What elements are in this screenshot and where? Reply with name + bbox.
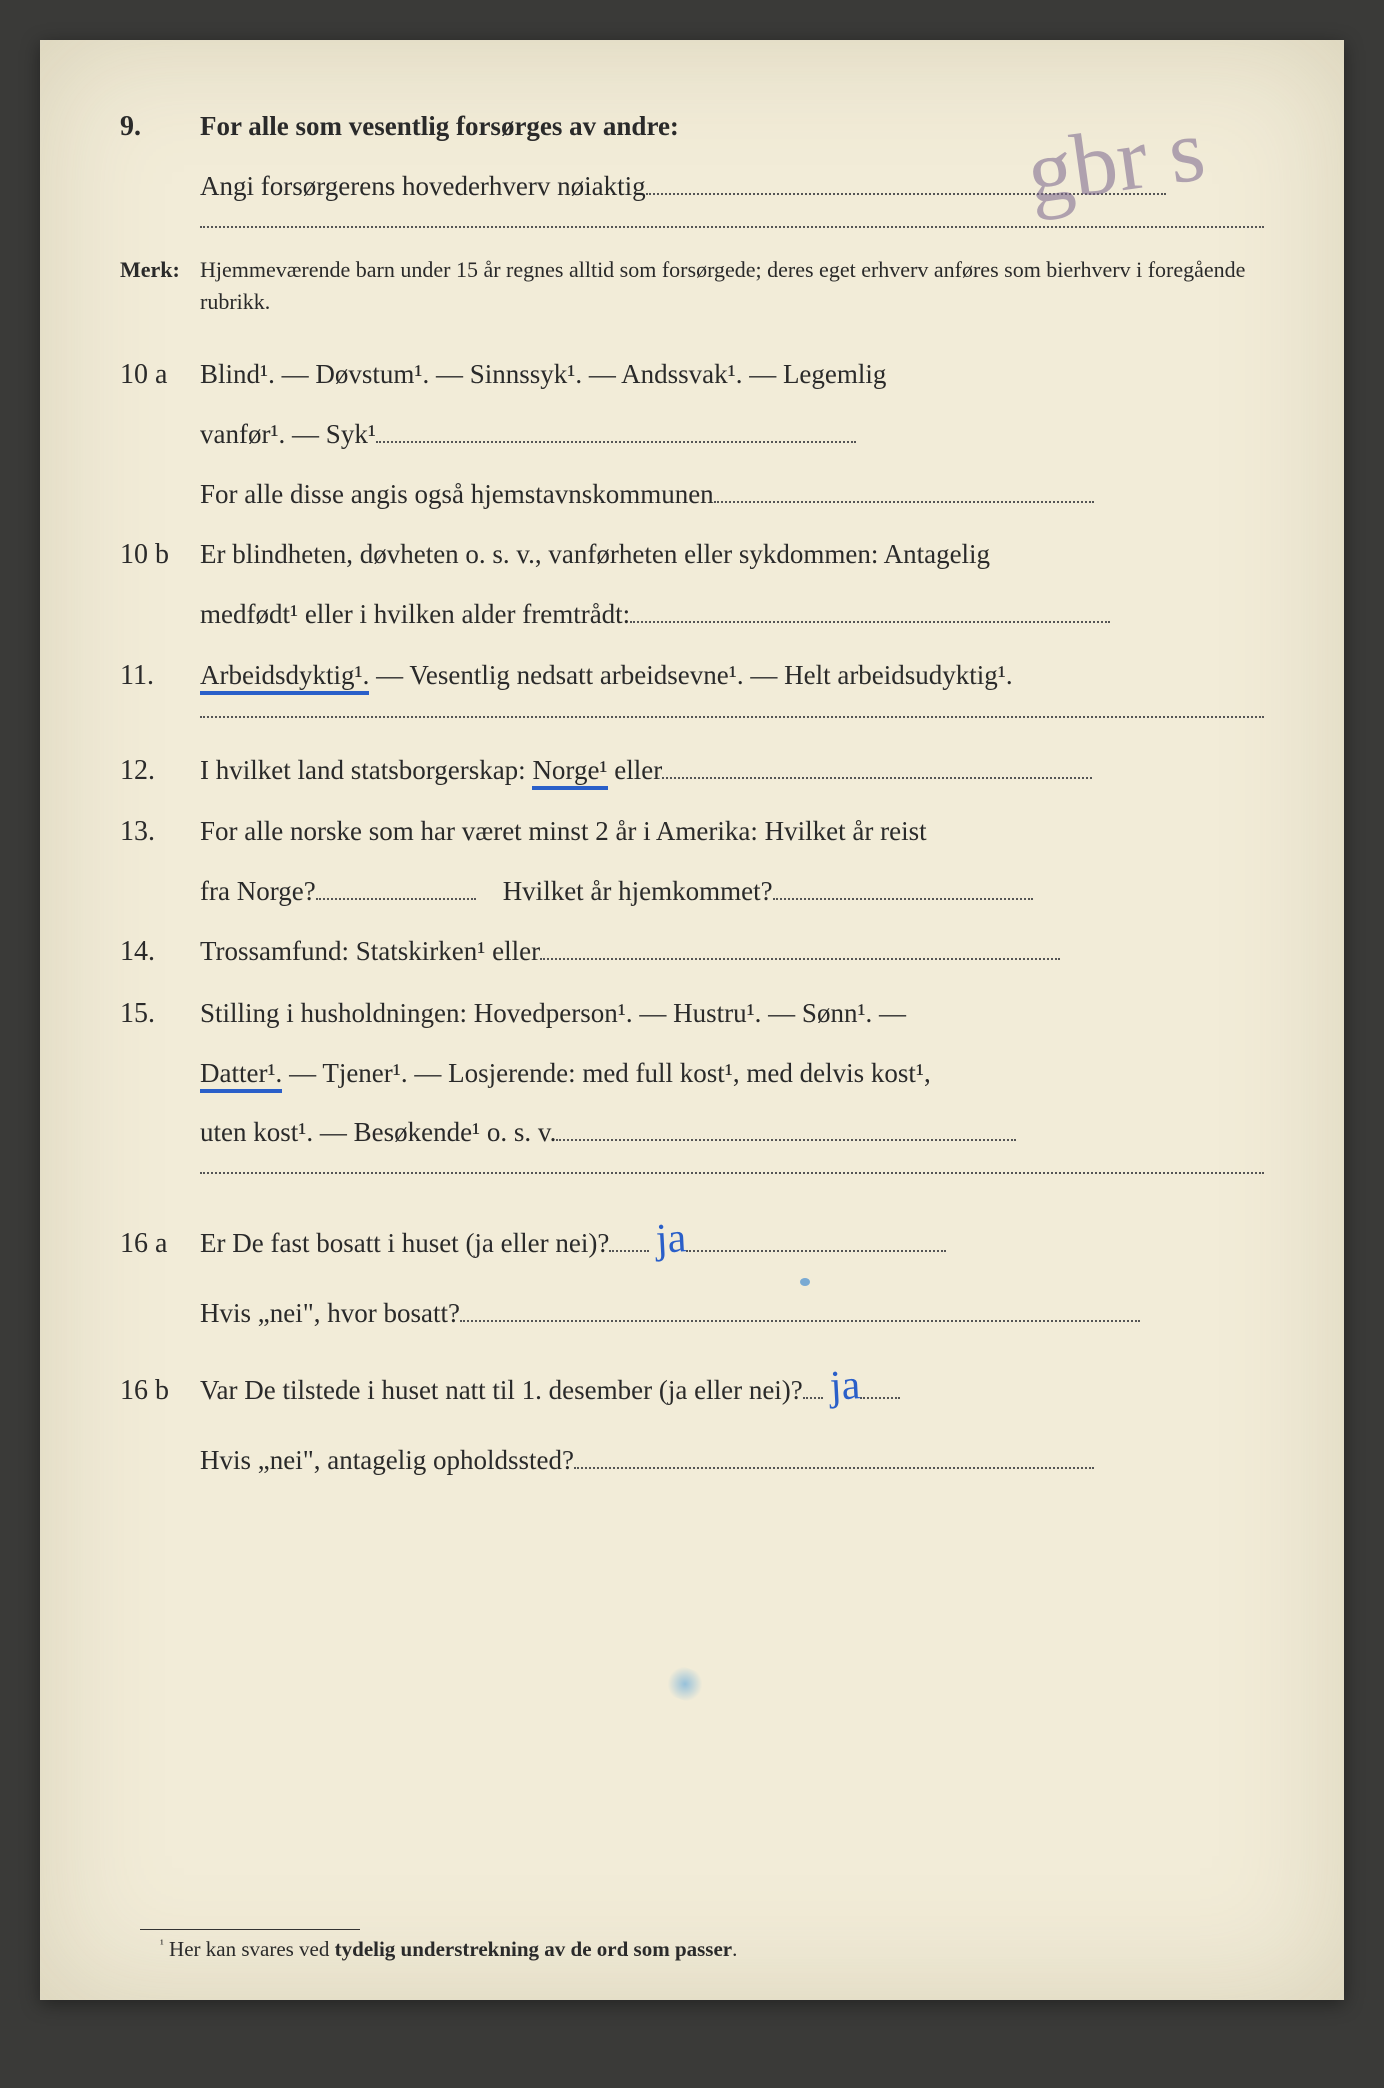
q12-selected: Norge¹ (532, 755, 607, 790)
q10a: 10 a Blind¹. — Døvstum¹. — Sinnssyk¹. — … (120, 348, 1264, 401)
merk-text: Hjemmeværende barn under 15 år regnes al… (200, 254, 1264, 318)
q15-l1: Stilling i husholdningen: Hovedperson¹. … (200, 988, 1264, 1039)
q16a-followup: Hvis „nei", hvor bosatt? (200, 1298, 460, 1328)
q16a-answer: ja (654, 1200, 688, 1281)
fill-line (646, 166, 1166, 195)
q16a-question: Er De fast bosatt i huset (ja eller nei)… (200, 1228, 609, 1258)
q15-l3: uten kost¹. — Besøkende¹ o. s. v. (200, 1117, 556, 1147)
fill-line (714, 474, 1094, 503)
q9-text: Angi forsørgerens hovederhverv nøiaktig (200, 171, 646, 201)
q16b-number: 16 b (120, 1364, 200, 1417)
q16b-answer: ja (827, 1347, 861, 1428)
q15-l2rest: — Tjener¹. — Losjerende: med full kost¹,… (282, 1058, 930, 1088)
q12-pre: I hvilket land statsborgerskap: (200, 755, 532, 785)
q15: 15. Stilling i husholdningen: Hovedperso… (120, 987, 1264, 1040)
q12-number: 12. (120, 744, 200, 797)
q16a: 16 a Er De fast bosatt i huset (ja eller… (120, 1200, 1264, 1280)
q13-number: 13. (120, 805, 200, 858)
q10a-l1: Blind¹. — Døvstum¹. — Sinnssyk¹. — Andss… (200, 349, 1264, 400)
footnote: ¹ Her kan svares ved tydelig understrekn… (160, 1937, 737, 1962)
q13-l1: For alle norske som har været minst 2 år… (200, 806, 1264, 857)
q14-number: 14. (120, 925, 200, 978)
q13-l2b: Hvilket år hjemkommet? (503, 876, 773, 906)
q13: 13. For alle norske som har været minst … (120, 805, 1264, 858)
q16b-followup: Hvis „nei", antagelig opholdssted? (200, 1445, 574, 1475)
q12: 12. I hvilket land statsborgerskap: Norg… (120, 744, 1264, 797)
fill-line (540, 931, 1060, 960)
q9-line1: 9. For alle som vesentlig forsørges av a… (120, 100, 1264, 153)
q9-number: 9. (120, 100, 200, 153)
footnote-marker: ¹ (160, 1937, 164, 1951)
q10b-l1: Er blindheten, døvheten o. s. v., vanfør… (200, 529, 1264, 580)
q15-selected: Datter¹. (200, 1058, 282, 1093)
q11-selected: Arbeidsdyktig¹. (200, 660, 369, 695)
fill-line (316, 871, 476, 900)
q15-number: 15. (120, 987, 200, 1040)
fill-line (686, 1223, 946, 1252)
q16b-question: Var De tilstede i huset natt til 1. dese… (200, 1375, 803, 1405)
q11-extra-dotline (200, 714, 1264, 718)
q16b: 16 b Var De tilstede i huset natt til 1.… (120, 1347, 1264, 1427)
q15-extra-dotline (200, 1170, 1264, 1174)
q11-rest: — Vesentlig nedsatt arbeidsevne¹. — Helt… (369, 660, 1012, 690)
q10a-l2: vanfør¹. — Syk¹ (200, 419, 376, 449)
fill-line (574, 1440, 1094, 1469)
fill-line (803, 1370, 823, 1399)
q10b-number: 10 b (120, 528, 200, 581)
q12-post: eller (614, 755, 662, 785)
q14: 14. Trossamfund: Statskirken¹ eller (120, 925, 1264, 978)
q10a-l3: For alle disse angis også hjemstavnskomm… (200, 479, 714, 509)
fill-line (662, 750, 1092, 779)
fill-line (460, 1293, 1140, 1322)
fill-line (773, 871, 1033, 900)
fill-line (609, 1223, 649, 1252)
fill-line (860, 1370, 900, 1399)
q13-l2a: fra Norge? (200, 876, 316, 906)
merk-label: Merk: (120, 254, 200, 318)
fill-line (630, 594, 1110, 623)
q10b: 10 b Er blindheten, døvheten o. s. v., v… (120, 528, 1264, 581)
q16a-number: 16 a (120, 1217, 200, 1270)
q9-extra-dotline (200, 224, 1264, 228)
fill-line (376, 414, 856, 443)
q11-number: 11. (120, 649, 200, 702)
census-form-page: gbr s 9. For alle som vesentlig forsørge… (40, 40, 1344, 2000)
footnote-text: Her kan svares ved tydelig understreknin… (169, 1937, 737, 1961)
q10a-number: 10 a (120, 348, 200, 401)
merk-note: Merk: Hjemmeværende barn under 15 år reg… (120, 254, 1264, 318)
fill-line (556, 1112, 1016, 1141)
q10b-l2: medfødt¹ eller i hvilken alder fremtrådt… (200, 599, 630, 629)
q14-text: Trossamfund: Statskirken¹ eller (200, 936, 540, 966)
q9-heading: For alle som vesentlig forsørges av andr… (200, 101, 1264, 152)
ink-speck (800, 1278, 810, 1286)
q9-line2: Angi forsørgerens hovederhverv nøiaktig (120, 161, 1264, 212)
q11: 11. Arbeidsdyktig¹. — Vesentlig nedsatt … (120, 649, 1264, 702)
footnote-rule (140, 1929, 360, 1930)
ink-smudge (662, 1662, 709, 1705)
